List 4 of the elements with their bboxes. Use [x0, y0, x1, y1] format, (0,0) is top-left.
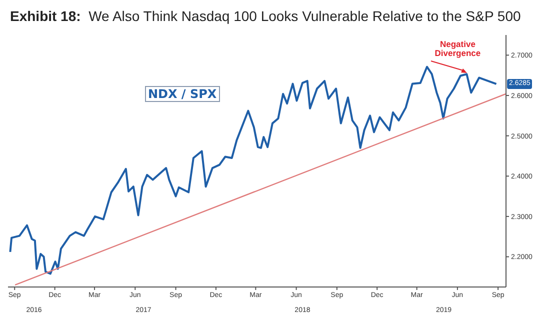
annotation: Negative Divergence — [434, 39, 482, 58]
text: NDX / SPX — [145, 86, 220, 102]
chart-title: Exhibit 18: We Also Think Nasdaq 100 Looks Vulnerable Relative to the S&P 500 — [10, 8, 521, 24]
line-series — [9, 66, 498, 275]
